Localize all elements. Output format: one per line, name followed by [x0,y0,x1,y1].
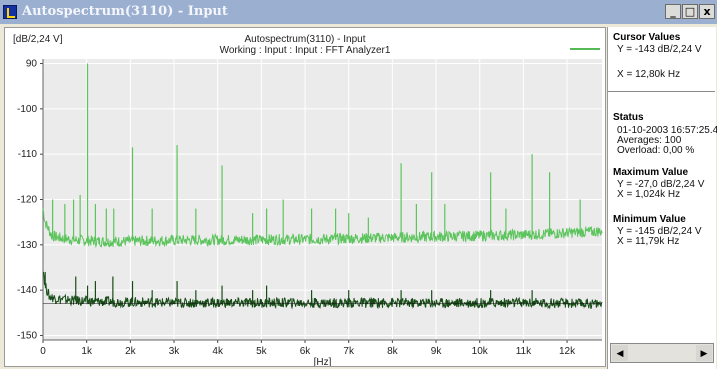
window-controls: _ □ x [665,4,715,20]
y-tick-label: -110 [18,149,38,160]
y-unit-label: [dB/2,24 V] [13,34,63,45]
plot-panel[interactable]: [dB/2,24 V] Autospectrum(3110) - Input W… [4,27,606,367]
cursor-values-title: Cursor Values [613,32,681,43]
status-averages: Averages: 100 [617,135,682,146]
status-title: Status [613,112,644,123]
info-panel: Cursor Values Y = -143 dB/2,24 V X = 12,… [607,27,717,369]
x-tick-label: 5k [256,346,268,357]
minimize-button[interactable]: _ [665,4,681,19]
spectrum-chart[interactable]: 0 1k 2k 3k 4k 5k 6k 7k 8k 9k 10k 11k 12k 90 -100 -110 -1… [5,28,605,366]
lower-spectrum-trace [43,271,603,310]
close-button[interactable]: x [699,4,715,19]
status-overload: Overload: 0,00 % [617,145,695,156]
status-timestamp: 01-10-2003 16:57:25.464 [617,125,717,136]
x-tick-label: 9k [431,346,443,357]
maximum-value-title: Maximum Value [613,167,689,178]
maximum-x-value: X = 1,024k Hz [617,189,681,200]
y-tick-label: -140 [17,285,37,296]
legend-line [570,48,600,50]
cursor-y-value: Y = -143 dB/2,24 V [617,44,702,55]
y-tick-label: -150 [17,330,37,341]
y-tick-label: 90 [26,59,38,70]
x-tick-label: 0 [40,346,46,357]
scroll-right-icon[interactable]: ▶ [696,345,712,361]
x-tick-label: 3k [169,346,181,357]
x-tick-label: 6k [300,346,312,357]
maximize-button[interactable]: □ [682,4,698,19]
cursor-x-value: X = 12,80k Hz [617,69,681,80]
upper-spectrum-trace [42,208,603,249]
x-tick-label: 4k [212,346,224,357]
x-tick-label: 1k [81,346,93,357]
minimum-x-value: X = 11,79k Hz [617,236,680,247]
y-tick-label: -130 [17,240,37,251]
x-tick-label: 11k [516,346,532,357]
minimum-y-value: Y = -145 dB/2,24 V [617,226,702,237]
y-tick-label: -120 [17,195,37,206]
x-tick-label: 10k [472,346,489,357]
x-axis-label: [Hz] [314,357,332,366]
horizontal-scrollbar[interactable]: ◀ ▶ [610,343,714,363]
app-icon[interactable] [3,5,17,19]
window-title: Autospectrum(3110) - Input [22,4,228,19]
section-divider [608,91,715,92]
scroll-left-icon[interactable]: ◀ [612,345,628,361]
x-tick-label: 12k [559,346,576,357]
x-tick-label: 2k [125,346,137,357]
chart-subtitle: Working : Input : Input : FFT Analyzer1 [219,45,391,56]
x-tick-label: 8k [387,346,399,357]
chart-title: Autospectrum(3110) - Input [244,34,366,45]
minimum-value-title: Minimum Value [613,214,686,225]
x-tick-label: 7k [343,346,355,357]
maximum-y-value: Y = -27,0 dB/2,24 V [617,179,705,190]
y-tick-label: -100 [17,104,37,115]
title-bar[interactable]: Autospectrum(3110) - Input _ □ x [0,0,717,24]
